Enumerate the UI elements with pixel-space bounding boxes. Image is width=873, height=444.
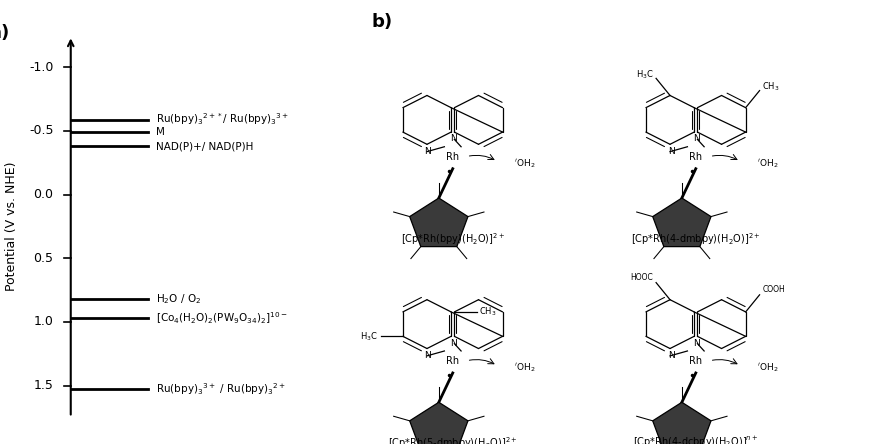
Text: CH$_3$: CH$_3$ <box>479 305 497 318</box>
Text: [Cp*Rh(4-dmbpy)(H$_2$O)]$^{2+}$: [Cp*Rh(4-dmbpy)(H$_2$O)]$^{2+}$ <box>631 231 760 247</box>
Text: H$_2$O / O$_2$: H$_2$O / O$_2$ <box>155 292 201 306</box>
Text: N: N <box>450 134 457 143</box>
Text: a): a) <box>0 24 9 42</box>
Text: N: N <box>450 338 457 348</box>
Text: 1.0: 1.0 <box>33 315 53 329</box>
Text: $^{\prime}$OH$_2$: $^{\prime}$OH$_2$ <box>514 362 535 374</box>
Text: Rh: Rh <box>689 151 703 162</box>
Text: NAD(P)+/ NAD(P)H: NAD(P)+/ NAD(P)H <box>155 141 253 151</box>
Polygon shape <box>653 402 711 444</box>
Text: Rh: Rh <box>446 151 459 162</box>
Text: N: N <box>693 134 700 143</box>
Text: b): b) <box>372 13 393 32</box>
Text: [Cp*Rh(4-dcbpy)(H$_2$O)]$^{n+}$: [Cp*Rh(4-dcbpy)(H$_2$O)]$^{n+}$ <box>633 435 759 444</box>
Text: $^{\prime}$OH$_2$: $^{\prime}$OH$_2$ <box>514 158 535 170</box>
Text: Ru(bpy)$_3$$^{3+}$ / Ru(bpy)$_3$$^{2+}$: Ru(bpy)$_3$$^{3+}$ / Ru(bpy)$_3$$^{2+}$ <box>155 381 285 397</box>
Polygon shape <box>409 402 468 444</box>
Text: H$_3$C: H$_3$C <box>360 330 378 343</box>
Text: -0.5: -0.5 <box>29 124 53 138</box>
Text: 1.5: 1.5 <box>33 379 53 392</box>
Text: Ru(bpy)$_3$$^{2+*}$/ Ru(bpy)$_3$$^{3+}$: Ru(bpy)$_3$$^{2+*}$/ Ru(bpy)$_3$$^{3+}$ <box>155 111 289 127</box>
Text: 0.5: 0.5 <box>33 252 53 265</box>
Text: [Cp*Rh(bpy)(H$_2$O)]$^{2+}$: [Cp*Rh(bpy)(H$_2$O)]$^{2+}$ <box>401 231 505 247</box>
Text: COOH: COOH <box>762 285 785 294</box>
Text: 0.0: 0.0 <box>33 188 53 201</box>
Text: CH$_3$: CH$_3$ <box>762 81 780 93</box>
Text: Rh: Rh <box>446 356 459 366</box>
Text: H$_3$C: H$_3$C <box>636 68 653 81</box>
Text: $^{\prime}$OH$_2$: $^{\prime}$OH$_2$ <box>757 158 779 170</box>
Polygon shape <box>409 198 468 246</box>
Polygon shape <box>653 198 711 246</box>
Text: [Cp*Rh(5-dmbpy)(H$_2$O)]$^{2+}$: [Cp*Rh(5-dmbpy)(H$_2$O)]$^{2+}$ <box>388 435 518 444</box>
Text: N: N <box>424 351 431 360</box>
Text: [Co$_4$(H$_2$O)$_2$(PW$_9$O$_{34}$)$_2$]$^{10-}$: [Co$_4$(H$_2$O)$_2$(PW$_9$O$_{34}$)$_2$]… <box>155 310 287 326</box>
Text: Potential (V vs. NHE): Potential (V vs. NHE) <box>4 162 17 291</box>
Text: M: M <box>155 127 164 137</box>
Text: N: N <box>693 338 700 348</box>
Text: -1.0: -1.0 <box>29 61 53 74</box>
Text: N: N <box>424 147 431 155</box>
Text: Rh: Rh <box>689 356 703 366</box>
Text: N: N <box>668 351 675 360</box>
Text: N: N <box>668 147 675 155</box>
Text: $^{\prime}$OH$_2$: $^{\prime}$OH$_2$ <box>757 362 779 374</box>
Text: HOOC: HOOC <box>630 273 653 282</box>
